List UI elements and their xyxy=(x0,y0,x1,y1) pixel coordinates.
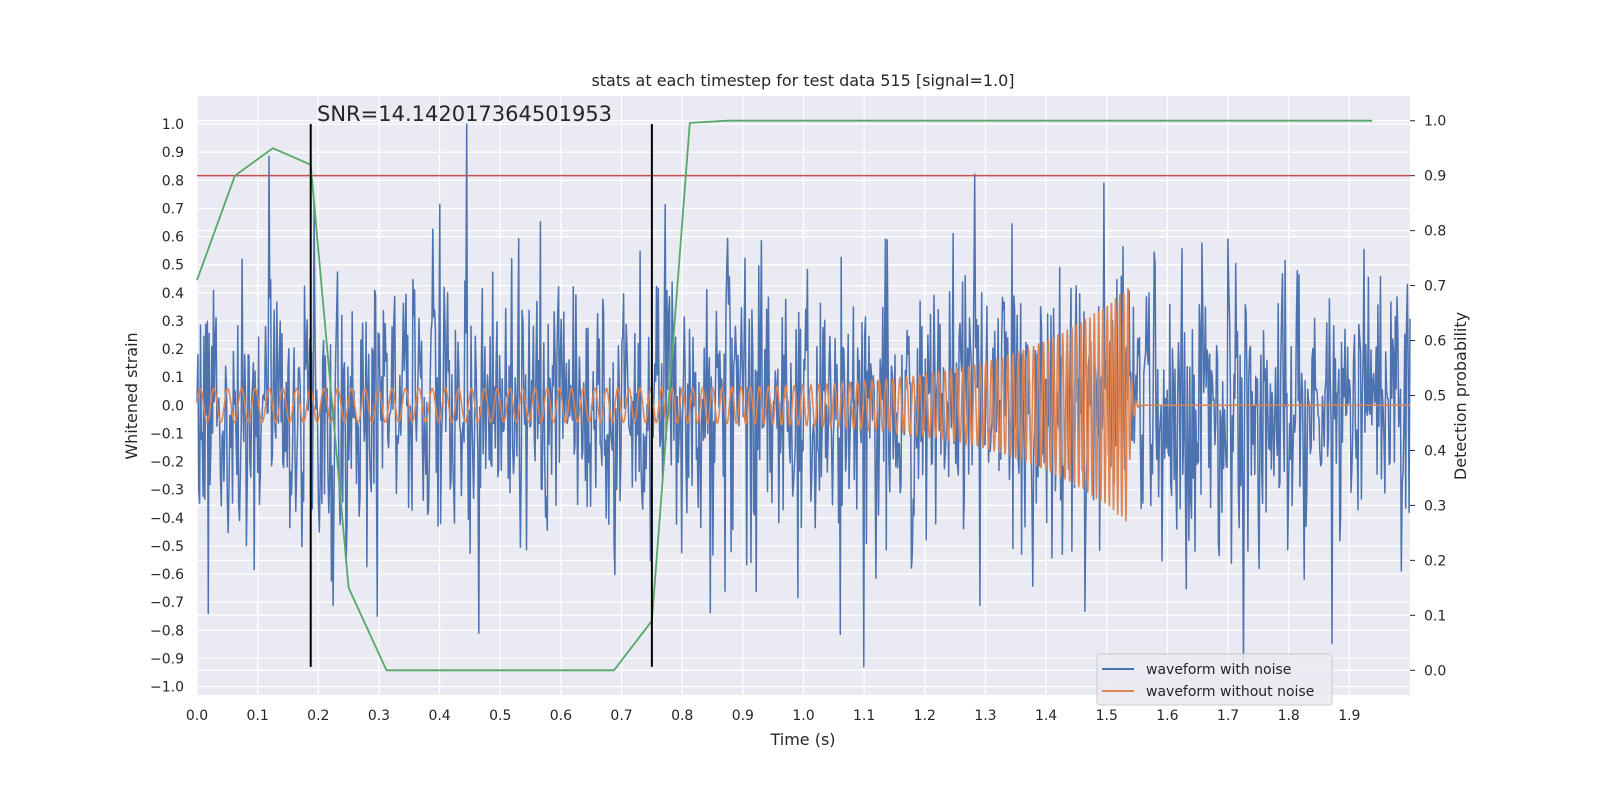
y-tick-label: 0.7 xyxy=(162,201,184,217)
x-tick-label: 1.5 xyxy=(1096,708,1118,724)
y-tick-label: −0.7 xyxy=(150,595,184,611)
y-tick-label: 0.6 xyxy=(162,230,184,246)
x-tick-label: 1.9 xyxy=(1338,708,1360,724)
x-tick-labels: 0.0 0.1 0.2 0.3 0.4 0.5 0.6 0.7 0.8 0.9 1.0 1.1 1.2 1… xyxy=(186,708,1361,724)
x-tick-label: 0.0 xyxy=(186,708,208,724)
y-tick-label: −0.1 xyxy=(150,426,184,442)
x-tick-label: 1.7 xyxy=(1217,708,1239,724)
y-right-tick-label: 0.3 xyxy=(1424,498,1446,514)
y-right-tick-label: 0.5 xyxy=(1424,389,1446,405)
y-right-tick-label: 0.6 xyxy=(1424,334,1446,350)
x-axis-label: Time (s) xyxy=(769,730,835,749)
overlay-layer xyxy=(196,119,1410,672)
series-detection-probability xyxy=(196,119,1373,672)
chart-title: stats at each timestep for test data 515… xyxy=(591,71,1014,90)
legend-label-noise: waveform with noise xyxy=(1146,662,1291,678)
x-tick-label: 0.9 xyxy=(732,708,754,724)
y-tick-label: 0.5 xyxy=(162,258,184,274)
y-right-tick-label: 0.1 xyxy=(1424,608,1446,624)
x-tick-label: 0.8 xyxy=(671,708,693,724)
y-tick-label: −0.9 xyxy=(150,651,184,667)
y-tick-label: 0.9 xyxy=(162,145,184,161)
y-tick-label: −0.4 xyxy=(150,511,184,527)
y-right-tick-label: 0.8 xyxy=(1424,224,1446,240)
y-right-tick-label: 0.4 xyxy=(1424,443,1446,459)
series-waveform-without-noise xyxy=(196,287,1410,522)
x-tick-label: 0.3 xyxy=(368,708,390,724)
y-right-tick-label: 0.2 xyxy=(1424,553,1446,569)
y-tick-label: 0.2 xyxy=(162,342,184,358)
x-tick-label: 1.8 xyxy=(1278,708,1300,724)
x-tick-label: 1.1 xyxy=(853,708,875,724)
x-tick-label: 1.0 xyxy=(792,708,814,724)
right-tick-labels: 1.0 0.9 0.8 0.7 0.6 0.5 0.4 0.3 0.2 0.1 0.0 xyxy=(1410,114,1446,679)
x-tick-label: 1.4 xyxy=(1035,708,1057,724)
left-tick-labels: 1.0 0.9 0.8 0.7 0.6 0.5 0.4 0.3 0.2 0.1 0.0 −0.1 −0.… xyxy=(150,117,184,695)
y-right-tick-label: 1.0 xyxy=(1424,114,1446,130)
y-tick-label: 0.4 xyxy=(162,286,184,302)
y-tick-label: −1.0 xyxy=(150,680,184,696)
x-tick-label: 1.6 xyxy=(1156,708,1178,724)
legend-label-clean: waveform without noise xyxy=(1146,684,1314,700)
y-axis-label-left: Whitened strain xyxy=(122,332,141,459)
y-tick-label: 0.1 xyxy=(162,370,184,386)
series-waveform-with-noise xyxy=(196,123,1411,674)
y-tick-label: −0.5 xyxy=(150,539,184,555)
x-tick-label: 1.2 xyxy=(914,708,936,724)
y-tick-label: −0.2 xyxy=(150,455,184,471)
x-tick-label: 0.5 xyxy=(489,708,511,724)
y-axis-label-right: Detection probability xyxy=(1451,312,1470,480)
y-tick-label: 1.0 xyxy=(162,117,184,133)
x-tick-label: 0.2 xyxy=(307,708,329,724)
x-tick-label: 0.7 xyxy=(610,708,632,724)
legend: waveform with noise waveform without noi… xyxy=(1096,653,1333,706)
y-tick-label: 0.0 xyxy=(162,398,184,414)
y-tick-label: −0.6 xyxy=(150,567,184,583)
series-layer xyxy=(196,123,1411,674)
y-right-tick-label: 0.7 xyxy=(1424,279,1446,295)
y-tick-label: −0.3 xyxy=(150,483,184,499)
y-tick-label: −0.8 xyxy=(150,623,184,639)
y-tick-label: 0.8 xyxy=(162,173,184,189)
x-tick-label: 0.4 xyxy=(428,708,450,724)
x-tick-label: 1.3 xyxy=(974,708,996,724)
y-right-tick-label: 0.9 xyxy=(1424,169,1446,185)
legend-box xyxy=(1096,653,1333,706)
y-tick-label: 0.3 xyxy=(162,314,184,330)
x-tick-label: 0.6 xyxy=(550,708,572,724)
x-tick-label: 0.1 xyxy=(247,708,269,724)
snr-annotation: SNR=14.142017364501953 xyxy=(317,102,612,126)
y-right-tick-label: 0.0 xyxy=(1424,663,1446,679)
